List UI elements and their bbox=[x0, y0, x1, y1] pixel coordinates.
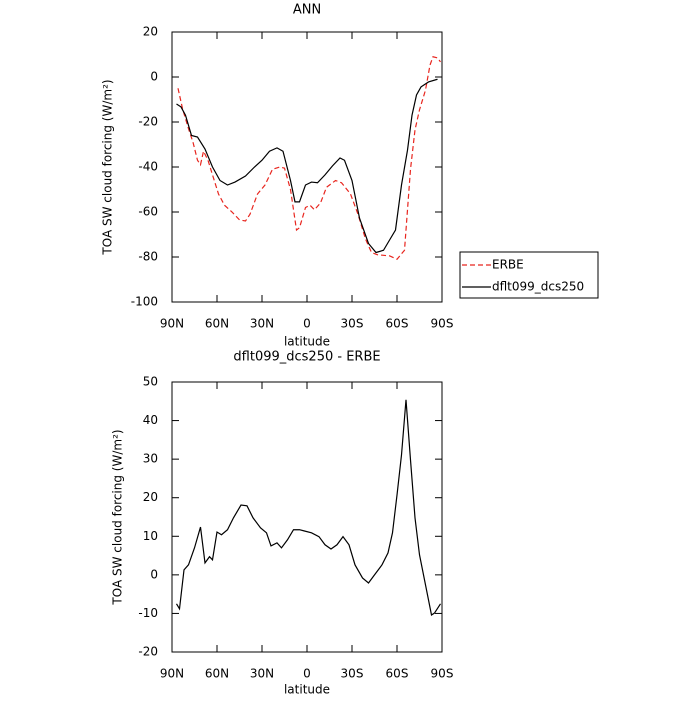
chart-title: dflt099_dcs250 - ERBE bbox=[233, 350, 380, 365]
y-tick-label: -60 bbox=[138, 205, 158, 219]
data-line bbox=[175, 399, 442, 616]
y-axis-label: TOA SW cloud forcing (W/m²) bbox=[101, 79, 115, 255]
y-tick-label: 40 bbox=[143, 413, 158, 427]
y-tick-label: -20 bbox=[138, 645, 158, 659]
x-tick-label: 30N bbox=[250, 317, 274, 331]
y-axis-label: TOA SW cloud forcing (W/m²) bbox=[111, 429, 125, 605]
legend-label: ERBE bbox=[492, 258, 524, 272]
x-tick-label: 90N bbox=[160, 317, 184, 331]
y-tick-label: -40 bbox=[138, 160, 158, 174]
x-tick-label: 90S bbox=[431, 667, 454, 681]
legend-label: dflt099_dcs250 bbox=[492, 280, 584, 294]
x-tick-label: 60N bbox=[205, 317, 229, 331]
y-tick-label: -100 bbox=[131, 295, 158, 309]
chart-title: ANN bbox=[293, 3, 321, 18]
x-tick-label: 30S bbox=[341, 317, 364, 331]
legend-box bbox=[459, 251, 599, 299]
x-tick-label: 90S bbox=[431, 317, 454, 331]
y-tick-label: -80 bbox=[138, 250, 158, 264]
x-tick-label: 60N bbox=[205, 667, 229, 681]
y-tick-label: 0 bbox=[150, 70, 158, 84]
plot-panel: dflt099_dcs250 - ERBE latitude TOA SW clou… bbox=[111, 350, 454, 697]
x-tick-label: 0 bbox=[303, 667, 311, 681]
x-tick-label: 90N bbox=[160, 667, 184, 681]
y-tick-label: 30 bbox=[143, 452, 158, 466]
y-tick-label: 0 bbox=[150, 567, 158, 581]
x-axis-label: latitude bbox=[284, 335, 330, 349]
y-tick-label: -20 bbox=[138, 115, 158, 129]
y-tick-label: 10 bbox=[143, 529, 158, 543]
x-tick-label: 60S bbox=[386, 667, 409, 681]
x-tick-label: 0 bbox=[303, 317, 311, 331]
y-tick-label: 20 bbox=[143, 490, 158, 504]
x-axis-label: latitude bbox=[284, 683, 330, 697]
plot-frame bbox=[171, 381, 443, 653]
plot-panel: ANN latitude TOA SW cloud forcing (W/m²) 90… bbox=[101, 3, 599, 349]
x-tick-label: 30N bbox=[250, 667, 274, 681]
legend: ERBE dflt099_dcs250 bbox=[459, 251, 599, 299]
data-line bbox=[176, 78, 438, 254]
y-tick-label: 20 bbox=[143, 25, 158, 39]
y-tick-label: -10 bbox=[138, 606, 158, 620]
y-tick-label: 50 bbox=[143, 375, 158, 389]
x-tick-label: 30S bbox=[341, 667, 364, 681]
x-tick-label: 60S bbox=[386, 317, 409, 331]
data-line bbox=[177, 56, 441, 260]
